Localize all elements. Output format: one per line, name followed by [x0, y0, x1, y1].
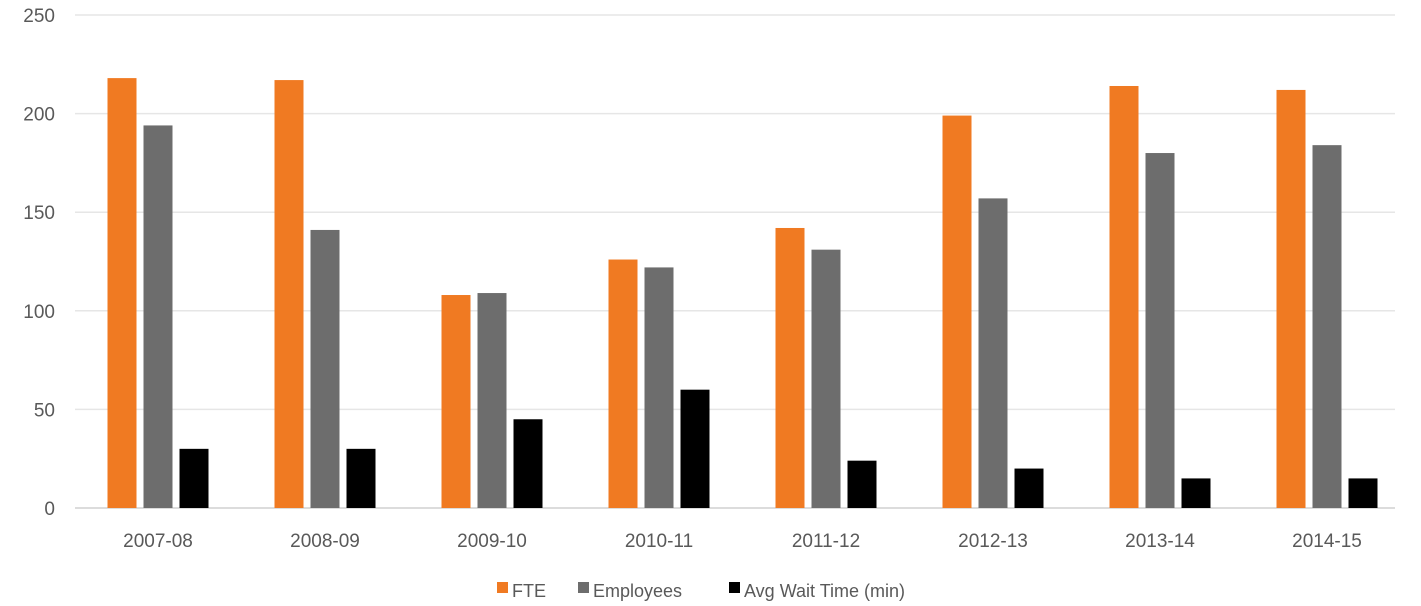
legend-swatch: [497, 582, 508, 593]
x-tick-label: 2014-15: [1292, 531, 1362, 552]
bar-avg-wait-time-min-2014-15: [1348, 478, 1378, 508]
gridlines: [75, 14, 1395, 509]
y-axis: 0 50 100 150 200 250: [23, 6, 55, 520]
y-tick-label: 50: [34, 400, 55, 421]
legend-label: Employees: [593, 581, 682, 601]
bar-fte-2008-09: [274, 80, 304, 509]
bar-employees-2009-10: [477, 293, 507, 508]
bar-fte-2013-14: [1109, 85, 1139, 508]
x-tick-label: 2010-11: [625, 531, 693, 552]
y-tick-label: 0: [44, 499, 55, 520]
legend: FTE Employees Avg Wait Time (min): [497, 581, 905, 601]
x-tick-label: 2012-13: [958, 531, 1028, 552]
bar-fte-2009-10: [441, 295, 471, 508]
legend-label: FTE: [512, 581, 546, 601]
legend-swatch: [729, 582, 740, 593]
y-tick-label: 150: [23, 203, 55, 224]
bar-avg-wait-time-min-2008-09: [346, 448, 376, 508]
x-tick-label: 2008-09: [290, 531, 360, 552]
bar-employees-2013-14: [1145, 153, 1175, 509]
bar-fte-2011-12: [775, 227, 805, 508]
bar-fte-2007-08: [107, 78, 137, 508]
legend-label: Avg Wait Time (min): [744, 581, 905, 601]
bar-employees-2008-09: [310, 229, 340, 508]
bar-employees-2014-15: [1312, 145, 1342, 509]
bar-fte-2012-13: [942, 115, 972, 509]
bar-fte-2014-15: [1276, 89, 1306, 508]
y-tick-label: 250: [23, 6, 55, 27]
legend-swatch: [578, 582, 589, 593]
x-tick-label: 2009-10: [457, 531, 527, 552]
bar-avg-wait-time-min-2010-11: [680, 389, 710, 508]
bars: [107, 78, 1378, 509]
x-tick-label: 2007-08: [123, 531, 193, 552]
bar-employees-2007-08: [143, 125, 173, 508]
bar-employees-2012-13: [978, 198, 1008, 508]
bar-employees-2010-11: [644, 267, 674, 508]
bar-employees-2011-12: [811, 249, 841, 508]
bar-avg-wait-time-min-2007-08: [179, 448, 209, 508]
bar-avg-wait-time-min-2011-12: [847, 460, 877, 508]
bar-fte-2010-11: [608, 259, 638, 508]
x-tick-label: 2013-14: [1125, 531, 1195, 552]
bar-avg-wait-time-min-2012-13: [1014, 468, 1044, 508]
y-tick-label: 200: [23, 105, 55, 126]
x-axis: 2007-08 2008-09 2009-10 2010-11 2011-12 2012-…: [123, 531, 1362, 552]
bar-avg-wait-time-min-2009-10: [513, 419, 543, 508]
x-tick-label: 2011-12: [792, 531, 860, 552]
bar-avg-wait-time-min-2013-14: [1181, 478, 1211, 508]
y-tick-label: 100: [23, 302, 55, 323]
